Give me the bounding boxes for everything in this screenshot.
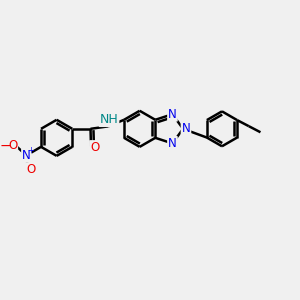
Text: N: N — [22, 149, 31, 162]
Text: O: O — [90, 141, 99, 154]
Text: N: N — [168, 108, 177, 121]
Text: NH: NH — [100, 113, 118, 126]
Text: +: + — [27, 146, 34, 155]
Text: O: O — [26, 164, 35, 176]
Text: −: − — [0, 139, 11, 153]
Text: O: O — [8, 139, 17, 152]
Text: N: N — [182, 122, 190, 135]
Text: N: N — [168, 137, 177, 150]
